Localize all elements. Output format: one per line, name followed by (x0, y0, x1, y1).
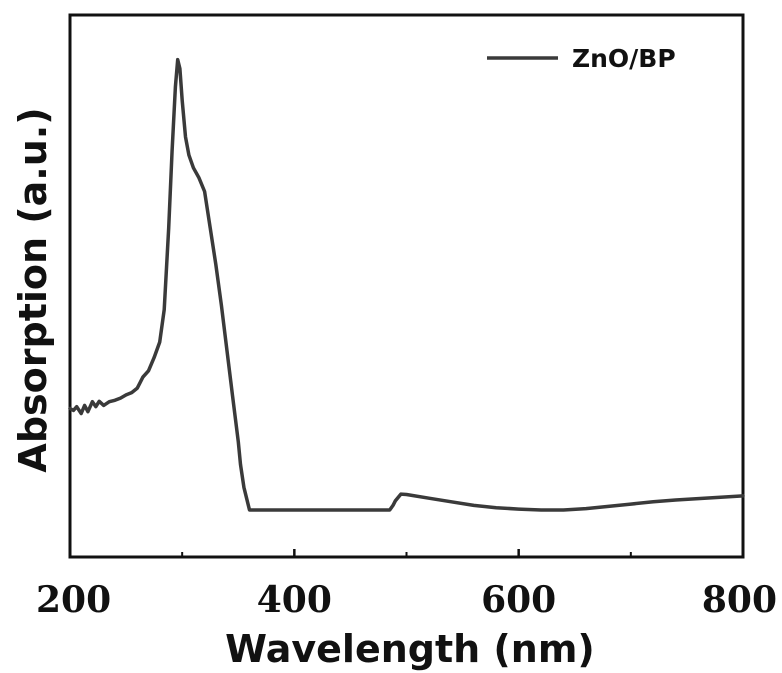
y-axis-title: Absorption (a.u.) (11, 107, 55, 472)
x-axis-tick-labels: 200 400 600 800 (36, 579, 777, 621)
x-axis-title: Wavelength (nm) (225, 627, 595, 671)
x-tick-label-400: 400 (257, 579, 332, 621)
series-line-zno-bp (68, 57, 745, 512)
x-tick-label-600: 600 (481, 579, 556, 621)
x-axis-ticks (68, 549, 745, 557)
x-tick-label-200: 200 (36, 579, 111, 621)
plot-frame (68, 13, 745, 559)
legend: ZnO/BP (487, 44, 676, 73)
x-tick-label-800: 800 (702, 579, 777, 621)
legend-label-zno-bp: ZnO/BP (572, 44, 676, 73)
